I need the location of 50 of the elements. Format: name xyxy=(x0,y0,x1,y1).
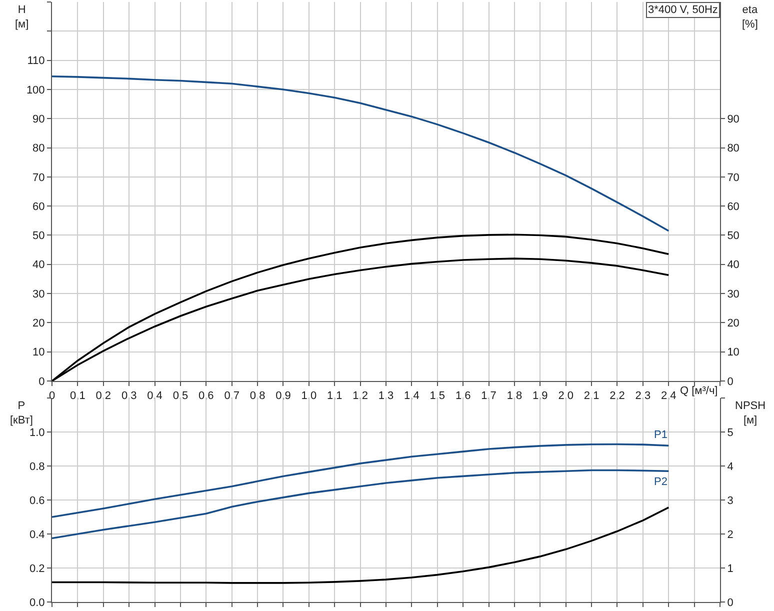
y-tick-label: 70 xyxy=(32,172,45,184)
y-tick-label: 110 xyxy=(27,55,45,68)
y-tick-label: 0.8 xyxy=(30,460,45,473)
series-label: P2 xyxy=(654,476,668,488)
y-tick-label: 0.0 xyxy=(30,596,45,609)
y-tick-label: 50 xyxy=(32,230,45,242)
y-tick-label: 20 xyxy=(32,318,45,330)
y2-axis-title: NPSH [м] xyxy=(735,400,766,426)
y2-tick-label: 5 xyxy=(727,426,734,439)
series-label: P1 xyxy=(654,429,668,441)
y2-tick-label: 10 xyxy=(727,346,740,359)
y2-tick-label: 60 xyxy=(727,200,740,213)
line-series xyxy=(52,443,670,518)
line-series xyxy=(52,75,670,232)
x-tick-label: 0,9 xyxy=(276,390,291,402)
y-tick-label: 10 xyxy=(32,346,45,359)
y2-tick-label: 2 xyxy=(727,528,734,541)
y-tick-label: 100 xyxy=(26,84,45,96)
x-axis-title: Q [м³/ч] xyxy=(680,385,718,397)
y-axis-title: H [м] xyxy=(15,4,29,30)
y-tick-label: 0.4 xyxy=(30,528,45,541)
y-tick-label: 40 xyxy=(32,259,45,272)
y2-axis-title: eta [%] xyxy=(742,4,758,30)
y2-tick-label: 50 xyxy=(727,230,740,242)
line-series xyxy=(52,506,670,584)
y2-tick-label: 20 xyxy=(727,318,740,330)
y-tick-label: 0.6 xyxy=(30,494,45,507)
y2-tick-label: 40 xyxy=(727,259,740,272)
y2-tick-label: 70 xyxy=(727,172,740,184)
line-series xyxy=(52,469,670,540)
y2-tick-label: 0 xyxy=(727,376,734,388)
y-tick-label: 80 xyxy=(32,142,45,155)
y-tick-label: 0 xyxy=(38,376,45,388)
y-axis-title: P [кВт] xyxy=(10,400,33,426)
y2-tick-label: 0 xyxy=(727,596,734,609)
x-tick-label: 0,8 xyxy=(250,390,266,402)
y-tick-label: 30 xyxy=(32,288,45,300)
y-tick-label: 90 xyxy=(32,113,45,126)
y2-tick-label: 4 xyxy=(727,460,734,473)
y-tick-label: 0.2 xyxy=(30,562,45,575)
y2-tick-label: 3 xyxy=(727,494,734,507)
y2-tick-label: 1 xyxy=(727,562,734,575)
y2-tick-label: 80 xyxy=(727,142,740,155)
x-tick-label: 0,6 xyxy=(198,390,214,402)
y-tick-label: 60 xyxy=(32,200,45,213)
y-tick-label: 1.0 xyxy=(30,426,45,439)
annotation: 3*400 V, 50Hz xyxy=(648,4,718,16)
x-tick-label: 2,2 xyxy=(610,390,625,402)
y2-tick-label: 30 xyxy=(727,288,740,300)
y2-tick-label: 90 xyxy=(727,113,740,126)
